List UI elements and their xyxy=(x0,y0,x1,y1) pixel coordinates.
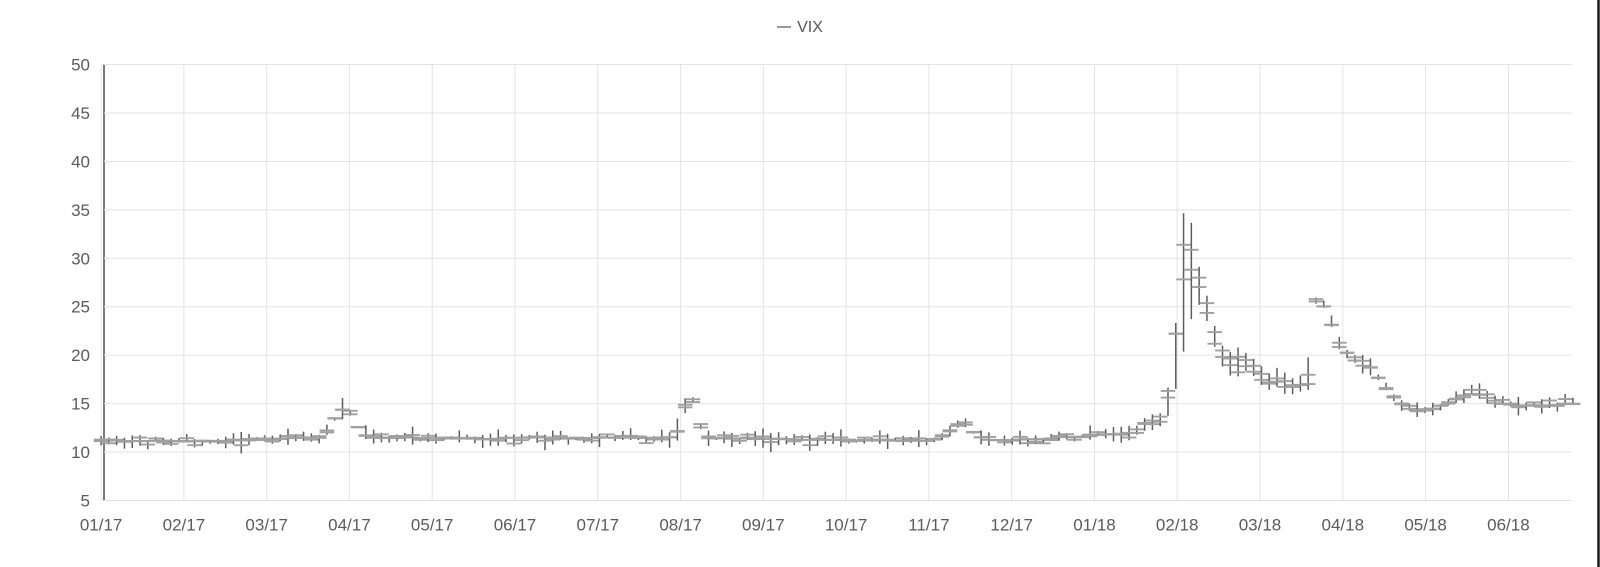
svg-text:04/18: 04/18 xyxy=(1322,516,1365,535)
svg-text:02/17: 02/17 xyxy=(163,516,206,535)
svg-text:5: 5 xyxy=(81,492,90,511)
svg-text:12/17: 12/17 xyxy=(990,516,1033,535)
svg-text:03/17: 03/17 xyxy=(245,516,288,535)
svg-text:06/18: 06/18 xyxy=(1487,516,1530,535)
svg-text:01/18: 01/18 xyxy=(1073,516,1116,535)
svg-text:06/17: 06/17 xyxy=(494,516,537,535)
svg-text:01/17: 01/17 xyxy=(80,516,123,535)
svg-text:20: 20 xyxy=(71,346,90,365)
svg-text:02/18: 02/18 xyxy=(1156,516,1199,535)
svg-text:03/18: 03/18 xyxy=(1239,516,1282,535)
svg-text:08/17: 08/17 xyxy=(659,516,702,535)
svg-text:50: 50 xyxy=(71,56,90,75)
svg-text:09/17: 09/17 xyxy=(742,516,785,535)
svg-text:07/17: 07/17 xyxy=(577,516,620,535)
svg-text:11/17: 11/17 xyxy=(908,516,949,535)
svg-text:15: 15 xyxy=(71,395,90,414)
svg-text:30: 30 xyxy=(71,249,90,268)
svg-text:10: 10 xyxy=(71,443,90,462)
svg-text:05/18: 05/18 xyxy=(1404,516,1447,535)
svg-text:10/17: 10/17 xyxy=(825,516,868,535)
svg-text:35: 35 xyxy=(71,201,90,220)
svg-text:40: 40 xyxy=(71,152,90,171)
svg-text:04/17: 04/17 xyxy=(328,516,371,535)
svg-text:45: 45 xyxy=(71,104,90,123)
svg-text:25: 25 xyxy=(71,298,90,317)
svg-text:05/17: 05/17 xyxy=(411,516,454,535)
